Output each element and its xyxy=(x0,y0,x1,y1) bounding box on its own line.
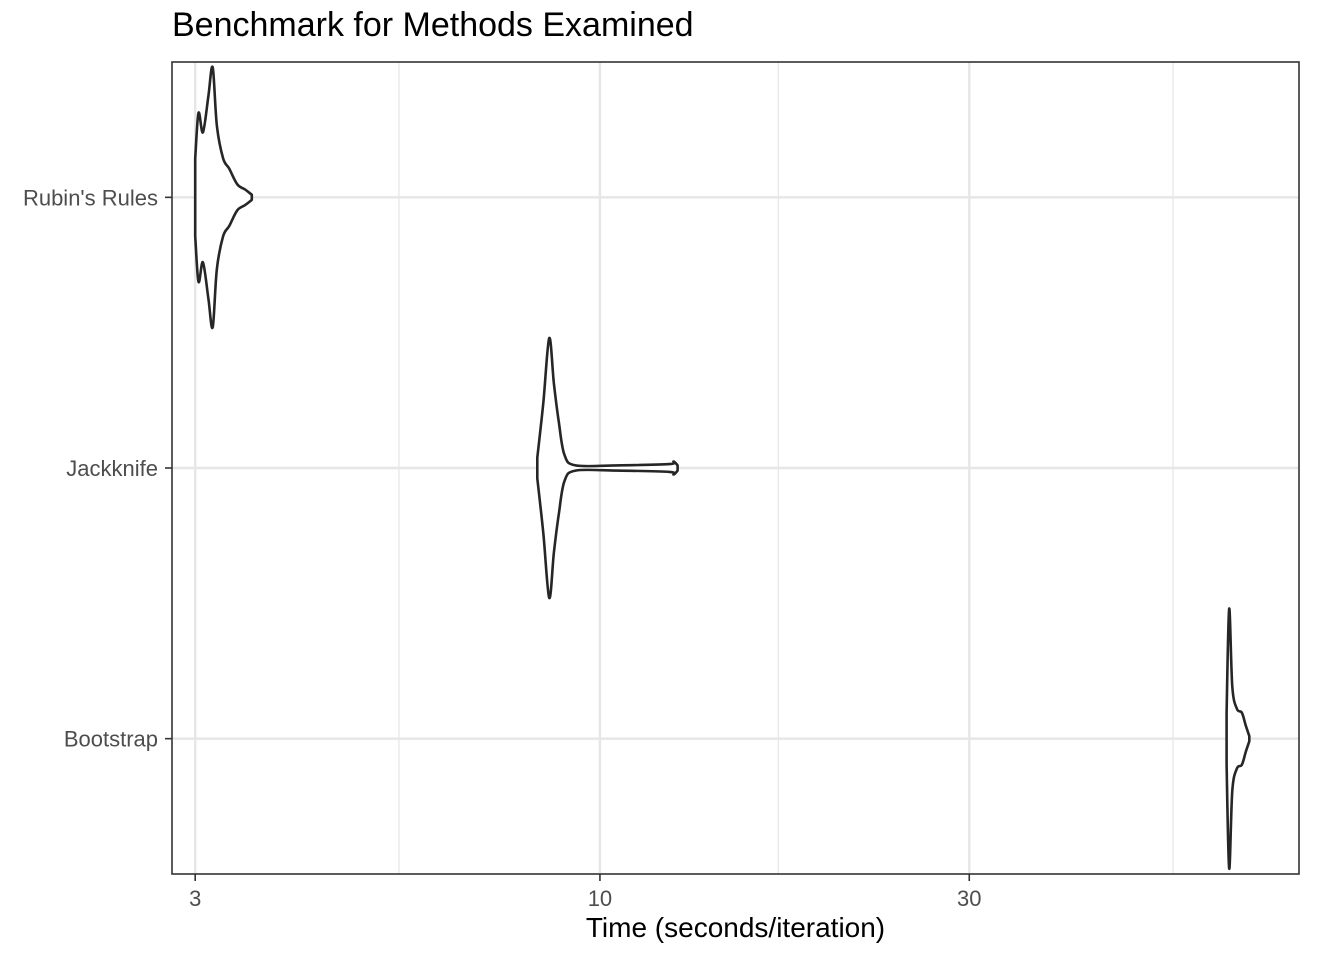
chart-title: Benchmark for Methods Examined xyxy=(172,6,694,44)
violin-jackknife xyxy=(536,336,679,600)
violin-rubin-s-rules xyxy=(193,65,254,330)
x-tick-label: 3 xyxy=(189,886,201,911)
violin-bootstrap xyxy=(1225,607,1251,870)
y-tick-label: Bootstrap xyxy=(64,727,158,752)
x-tick-label: 30 xyxy=(957,886,981,911)
y-tick-label: Rubin's Rules xyxy=(23,185,158,210)
x-tick-label: 10 xyxy=(588,886,612,911)
y-tick-label: Jackknife xyxy=(66,456,158,481)
x-axis-label: Time (seconds/iteration) xyxy=(585,912,886,943)
